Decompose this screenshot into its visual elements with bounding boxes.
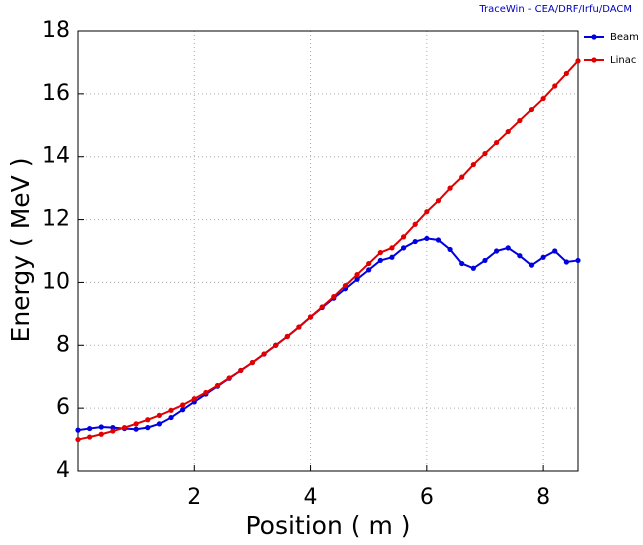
data-point xyxy=(366,267,372,273)
plot-frame xyxy=(77,30,579,472)
data-point xyxy=(563,259,569,265)
data-point xyxy=(412,238,418,245)
data-point xyxy=(214,382,221,389)
data-point xyxy=(389,254,395,260)
data-point xyxy=(98,431,104,437)
data-point xyxy=(156,421,162,427)
data-point xyxy=(145,425,151,431)
legend-label: Beam xyxy=(610,32,639,43)
data-point xyxy=(168,414,174,421)
data-point xyxy=(75,427,81,433)
data-point xyxy=(563,70,569,77)
data-point xyxy=(110,428,116,434)
data-point xyxy=(191,396,197,402)
data-point xyxy=(540,95,546,102)
data-point xyxy=(447,246,453,253)
data-point xyxy=(528,106,535,113)
data-point xyxy=(424,235,430,242)
data-point xyxy=(470,161,476,168)
data-point xyxy=(180,402,186,408)
data-point xyxy=(203,389,209,396)
data-point xyxy=(87,425,93,432)
data-point xyxy=(400,234,407,240)
data-point xyxy=(133,421,139,427)
data-point xyxy=(377,257,383,264)
x-tick-label: 8 xyxy=(536,485,550,510)
data-point xyxy=(168,407,174,413)
data-point xyxy=(575,257,581,264)
x-tick-label: 2 xyxy=(187,485,201,510)
y-tick-label: 16 xyxy=(42,81,70,106)
data-point xyxy=(540,254,546,260)
data-point xyxy=(273,342,279,348)
legend-marker xyxy=(591,34,597,40)
data-point xyxy=(482,150,488,157)
series-line xyxy=(77,237,579,432)
y-tick-label: 14 xyxy=(42,144,70,169)
data-point xyxy=(284,333,290,340)
data-point xyxy=(75,436,81,443)
x-tick-label: 4 xyxy=(304,485,318,510)
data-point xyxy=(528,262,535,268)
data-point xyxy=(238,367,244,374)
data-point xyxy=(261,351,267,357)
legend-label: Linac xyxy=(610,55,636,66)
data-point xyxy=(400,245,407,251)
y-axis-label: Energy ( MeV ) xyxy=(6,158,35,343)
data-point xyxy=(226,375,232,381)
data-point xyxy=(552,248,558,254)
legend-marker xyxy=(591,57,597,63)
data-point xyxy=(517,253,523,259)
data-point xyxy=(482,257,488,264)
data-point xyxy=(470,265,476,271)
data-point xyxy=(435,198,442,204)
y-tick-label: 12 xyxy=(42,207,70,232)
data-point xyxy=(98,424,104,430)
data-point xyxy=(459,174,465,180)
y-tick-label: 10 xyxy=(42,269,70,294)
y-tick-label: 4 xyxy=(56,458,70,483)
data-point xyxy=(319,304,325,310)
data-point xyxy=(505,245,511,251)
header: TraceWin - CEA/DRF/Irfu/DACM xyxy=(478,4,632,15)
data-point xyxy=(366,260,372,267)
data-point xyxy=(424,209,430,215)
data-point xyxy=(575,58,581,64)
data-point xyxy=(459,260,465,267)
data-point xyxy=(354,271,360,278)
data-point xyxy=(517,117,523,124)
data-point xyxy=(342,282,349,289)
data-point xyxy=(121,425,128,431)
data-point xyxy=(494,248,500,254)
data-point xyxy=(505,128,511,135)
data-point xyxy=(377,249,383,256)
data-point xyxy=(412,221,418,227)
data-point xyxy=(552,83,558,89)
data-point xyxy=(145,417,151,423)
data-point xyxy=(331,293,337,300)
data-point xyxy=(156,412,162,418)
data-point xyxy=(389,245,395,251)
x-tick-label: 6 xyxy=(420,485,434,510)
y-tick-label: 6 xyxy=(56,395,70,420)
data-point xyxy=(296,324,302,330)
data-point xyxy=(180,407,186,413)
data-point xyxy=(307,314,314,320)
y-tick-label: 8 xyxy=(56,332,70,357)
data-point xyxy=(354,276,360,282)
y-tick-label: 18 xyxy=(42,18,70,43)
data-point xyxy=(435,237,442,243)
x-axis-label: Position ( m ) xyxy=(245,511,410,540)
data-point xyxy=(494,139,500,146)
data-point xyxy=(87,434,93,440)
data-point xyxy=(133,426,139,432)
data-point xyxy=(447,185,453,191)
data-point xyxy=(249,359,256,366)
